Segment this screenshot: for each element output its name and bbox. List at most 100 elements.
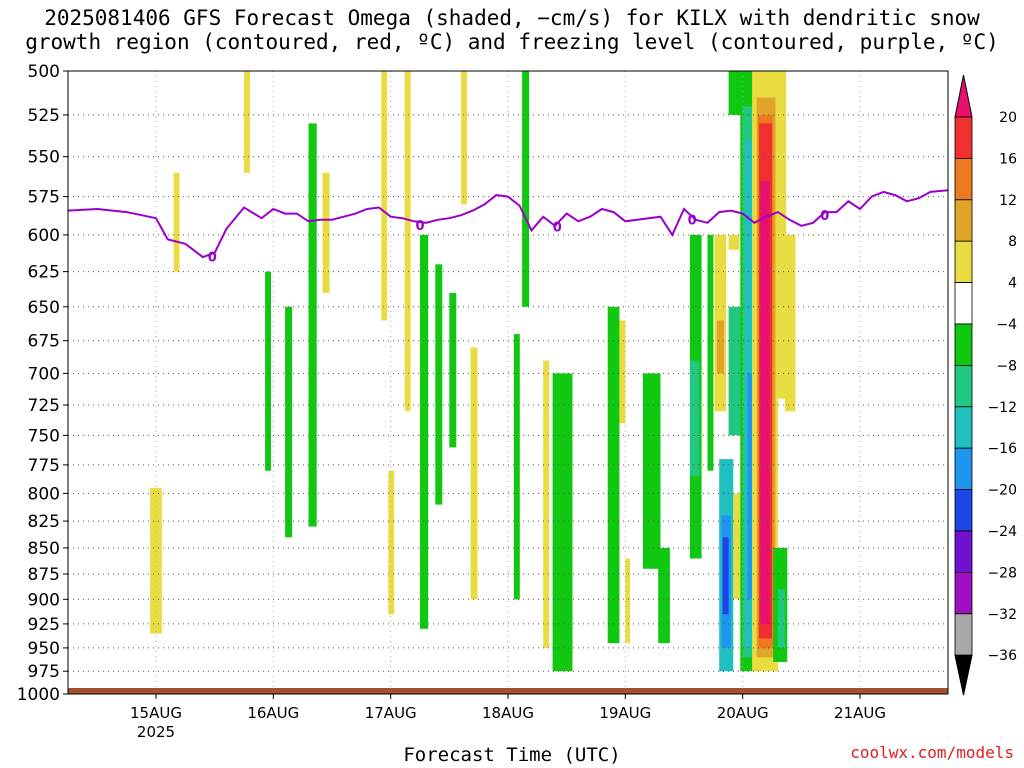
omega-region bbox=[777, 71, 787, 399]
plot-frame bbox=[67, 70, 949, 695]
y-tick-label: 750 bbox=[28, 426, 60, 446]
y-tick-label: 925 bbox=[28, 615, 60, 635]
omega-region bbox=[543, 360, 550, 648]
omega-region bbox=[244, 71, 250, 173]
colorbar-label: 16 bbox=[999, 151, 1017, 167]
y-tick-label: 850 bbox=[28, 539, 60, 559]
colorbar-bin bbox=[954, 282, 973, 325]
colorbar-bin bbox=[954, 572, 973, 615]
chart-title-line1: 2025081406 GFS Forecast Omega (shaded, −… bbox=[44, 6, 980, 30]
omega-region bbox=[522, 71, 530, 307]
colorbar-bin bbox=[954, 323, 973, 366]
ground-layer bbox=[68, 688, 948, 694]
freezing-level-label: 0 bbox=[415, 219, 424, 234]
y-tick-label: 900 bbox=[28, 590, 60, 610]
colorbar-label: 8 bbox=[1008, 234, 1017, 250]
x-tick-label: 16AUG bbox=[247, 704, 299, 722]
omega-region bbox=[777, 589, 785, 648]
colorbar-label: −20 bbox=[987, 483, 1017, 499]
colorbar-bin bbox=[954, 613, 973, 656]
colorbar-label: 4 bbox=[1008, 276, 1017, 292]
omega-region bbox=[689, 360, 700, 477]
omega-region bbox=[658, 547, 670, 644]
colorbar-bin bbox=[954, 530, 973, 573]
omega-region bbox=[733, 493, 741, 600]
omega-region bbox=[728, 234, 740, 250]
freezing-level-label: 0 bbox=[688, 214, 697, 229]
omega-region bbox=[381, 71, 388, 321]
omega-colorbar: 20 16 12 8 4 −4 −8 −12 −16 −20 −24 −28 −32 −36 bbox=[954, 74, 1017, 696]
colorbar-label: −36 bbox=[987, 648, 1017, 664]
omega-region bbox=[513, 334, 520, 600]
omega-region bbox=[707, 234, 714, 471]
omega-region bbox=[435, 264, 443, 505]
x-tick-label: 15AUG bbox=[130, 704, 182, 722]
omega-region bbox=[150, 487, 162, 634]
colorbar-bin bbox=[954, 364, 973, 408]
omega-shading-layer bbox=[150, 71, 796, 672]
omega-region bbox=[728, 306, 743, 436]
freezing-level-layer: 0 0 0 0 0 bbox=[67, 189, 949, 266]
freezing-level-label: 0 bbox=[208, 251, 217, 266]
y-tick-label: 775 bbox=[28, 456, 60, 476]
omega-region bbox=[552, 373, 573, 672]
y-tick-label: 625 bbox=[28, 263, 60, 283]
freezing-level-label: 0 bbox=[553, 220, 562, 235]
omega-region bbox=[173, 172, 180, 272]
chart-title-line2: growth region (contoured, red, ºC) and f… bbox=[25, 30, 999, 54]
y-tick-label: 550 bbox=[28, 148, 60, 168]
omega-region bbox=[607, 306, 620, 644]
colorbar-label: 20 bbox=[999, 110, 1017, 126]
omega-region bbox=[625, 558, 630, 644]
colorbar-under-triangle bbox=[954, 654, 973, 696]
y-tick-label: 575 bbox=[28, 188, 60, 208]
omega-region bbox=[420, 234, 429, 629]
colorbar-over-triangle bbox=[954, 74, 973, 118]
x-tick-label: 18AUG bbox=[482, 704, 534, 722]
omega-region bbox=[747, 373, 753, 600]
omega-region bbox=[322, 172, 330, 293]
y-tick-label: 825 bbox=[28, 512, 60, 532]
colorbar-bin bbox=[954, 447, 973, 491]
grid-layer bbox=[68, 70, 948, 695]
y-tick-label: 525 bbox=[28, 106, 60, 126]
y-axis: 500 525 550 575 600 625 650 675 700 725 750 775 800 8… bbox=[17, 62, 68, 705]
omega-region bbox=[449, 292, 457, 448]
x-tick-label: 19AUG bbox=[599, 704, 651, 722]
y-tick-label: 975 bbox=[28, 662, 60, 682]
y-tick-label: 1000 bbox=[17, 685, 60, 705]
y-tick-label: 675 bbox=[28, 332, 60, 352]
credit-link[interactable]: coolwx.com/models bbox=[850, 743, 1014, 762]
colorbar-label: −28 bbox=[987, 565, 1017, 581]
x-tick-sublabel: 2025 bbox=[137, 723, 175, 741]
colorbar-label: −16 bbox=[987, 441, 1017, 457]
y-tick-label: 800 bbox=[28, 484, 60, 504]
colorbar-bin bbox=[954, 406, 973, 449]
omega-region bbox=[760, 180, 770, 624]
omega-region bbox=[784, 234, 796, 412]
y-tick-label: 500 bbox=[28, 62, 60, 82]
omega-region bbox=[716, 320, 724, 374]
omega-region bbox=[461, 71, 467, 205]
chart-title: 2025081406 GFS Forecast Omega (shaded, −… bbox=[0, 6, 1024, 54]
colorbar-label: 12 bbox=[999, 193, 1017, 209]
omega-region bbox=[265, 271, 271, 471]
omega-region bbox=[470, 347, 478, 600]
freezing-level-label: 0 bbox=[820, 209, 829, 224]
colorbar-bin bbox=[954, 157, 973, 201]
colorbar-bin bbox=[954, 199, 973, 242]
colorbar-bin bbox=[954, 489, 973, 532]
y-tick-label: 600 bbox=[28, 226, 60, 246]
y-tick-label: 950 bbox=[28, 639, 60, 659]
ground-strip bbox=[68, 688, 948, 694]
colorbar-label: −32 bbox=[987, 607, 1017, 623]
colorbar-bin bbox=[954, 116, 973, 159]
colorbar-label: −8 bbox=[996, 358, 1017, 374]
omega-region bbox=[722, 537, 729, 615]
colorbar-label: −12 bbox=[987, 400, 1017, 416]
x-axis-label: Forecast Time (UTC) bbox=[403, 744, 621, 766]
colorbar-label: −4 bbox=[996, 317, 1017, 333]
y-tick-label: 725 bbox=[28, 396, 60, 416]
